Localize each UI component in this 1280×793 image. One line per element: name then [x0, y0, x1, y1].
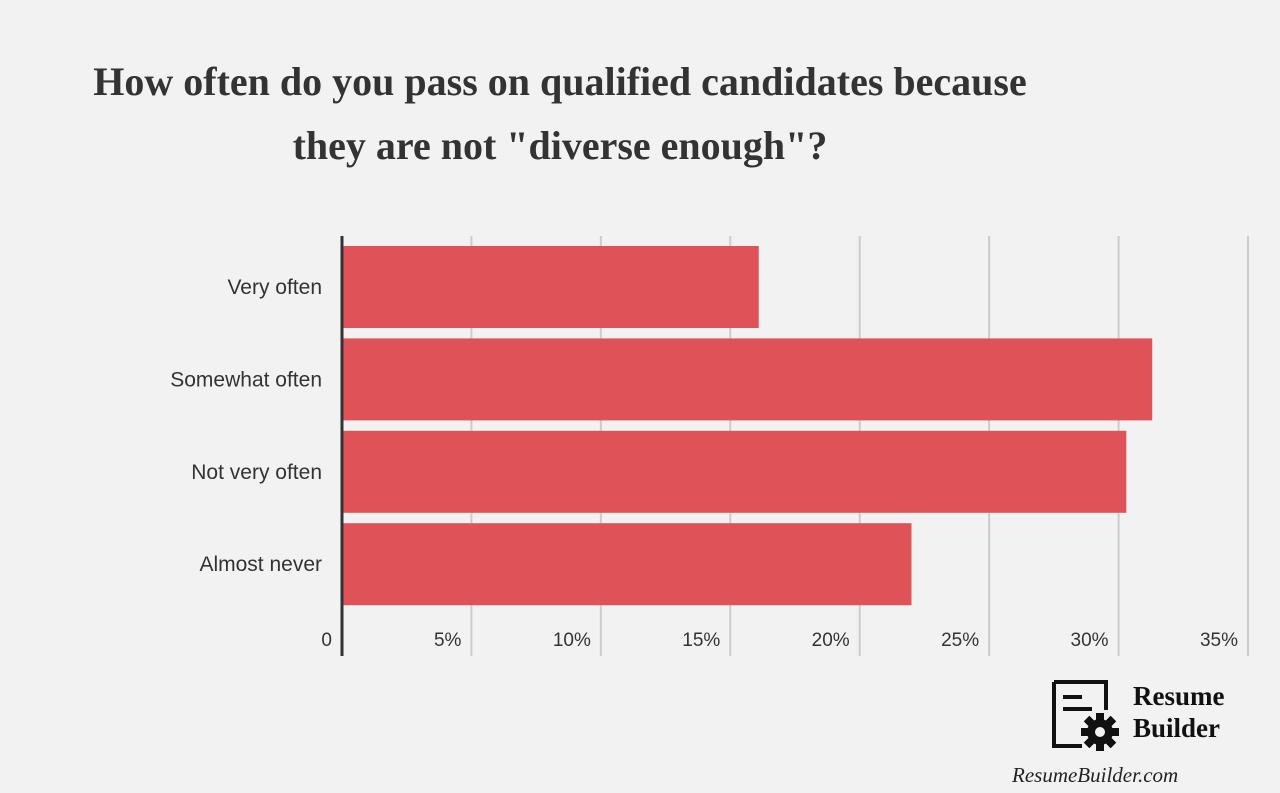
x-tick-label: 15% [682, 630, 720, 651]
category-label: Somewhat often [170, 368, 322, 391]
x-tick-label: 20% [812, 630, 850, 651]
brand-name-line1: Resume [1133, 681, 1225, 711]
x-tick-label: 5% [434, 630, 462, 651]
x-tick-label: 25% [941, 630, 979, 651]
bars [342, 246, 1153, 606]
brand-url: ResumeBuilder.com [1012, 763, 1179, 787]
document-gear-icon [1052, 680, 1119, 751]
x-tick-label: 35% [1200, 630, 1238, 651]
bar [342, 430, 1127, 513]
x-tick-label: 0 [321, 630, 332, 651]
x-tick-label: 30% [1071, 630, 1109, 651]
x-tick-label: 10% [553, 630, 591, 651]
category-label: Very often [227, 276, 322, 299]
category-label: Not very often [191, 461, 322, 484]
brand-name: Resume Builder [1133, 680, 1263, 744]
category-label: Almost never [199, 553, 322, 576]
bar [342, 523, 912, 606]
category-labels: Very often Somewhat often Not very often Al… [170, 276, 322, 576]
brand-name-line2: Builder [1133, 713, 1221, 743]
chart-title: How often do you pass on qualified candi… [93, 59, 1027, 168]
bar [342, 338, 1153, 421]
bar [342, 246, 759, 328]
x-tick-labels: 0 5% 10% 15% 20% 25% 30% 35% [321, 630, 1238, 651]
